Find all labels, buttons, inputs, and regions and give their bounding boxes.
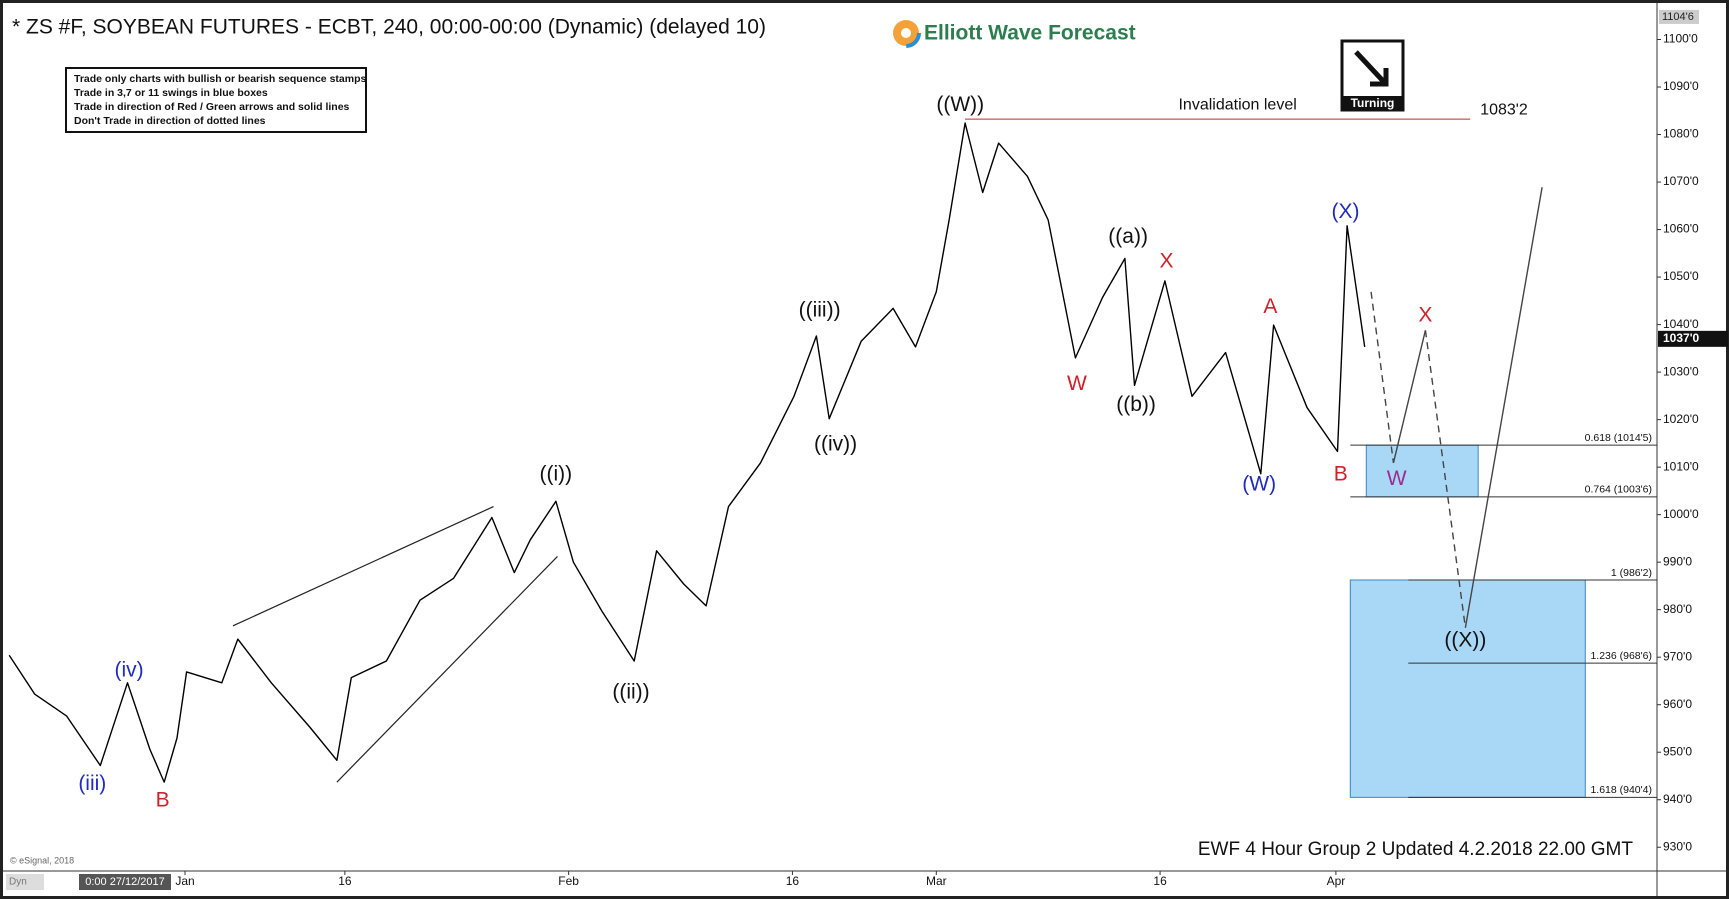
x-tick-label: Feb [558, 874, 579, 888]
y-tick-label: 1100'0 [1663, 32, 1698, 46]
wave-label: ((iii)) [799, 298, 841, 321]
wave-label: ((X)) [1444, 629, 1486, 652]
y-tick-label: 1010'0 [1663, 459, 1699, 473]
wave-label: (iv) [115, 659, 144, 682]
projection-segment [1424, 330, 1467, 628]
rule-text: Trade in direction of Red / Green arrows… [74, 101, 350, 113]
rule-text: Trade in 3,7 or 11 swings in blue boxes [74, 87, 268, 99]
wave-label: ((iv)) [814, 432, 857, 455]
wave-label: ((W)) [936, 93, 984, 116]
price-line [8, 122, 1366, 783]
y-tick-label: 1070'0 [1663, 174, 1699, 188]
badge-arrow [1354, 50, 1389, 87]
fib-label: 0.764 (1003'6) [1585, 484, 1652, 496]
mode-box [6, 874, 44, 890]
wave-label: (X) [1331, 200, 1359, 223]
rule-text: Trade only charts with bullish or bearis… [74, 73, 366, 85]
x-tick-label: 16 [1153, 874, 1167, 888]
y-tick-label: 1050'0 [1663, 269, 1699, 283]
wave-label: B [1334, 462, 1348, 485]
fib-label: 0.618 (1014'5) [1585, 432, 1652, 444]
wave-label: A [1263, 295, 1277, 318]
y-tick-label: 1090'0 [1663, 79, 1699, 93]
y-tick-label: 1060'0 [1663, 222, 1699, 236]
rules-border [65, 67, 367, 133]
logo: Elliott Wave Forecast [891, 18, 1136, 48]
wave-label: X [1159, 249, 1173, 272]
wave-label: X [1418, 304, 1432, 327]
rules-box: Trade only charts with bullish or bearis… [65, 67, 367, 133]
start-date: 0:00 27/12/2017 [85, 876, 165, 888]
wave-label: ((i)) [540, 462, 573, 485]
fib-label: 1.618 (940'4) [1590, 784, 1652, 796]
logo-text: Elliott Wave Forecast [924, 22, 1136, 45]
x-tick-label: 16 [338, 874, 352, 888]
invalidation-value: 1083'2 [1480, 101, 1528, 118]
y-tick-label: 1030'0 [1663, 364, 1699, 378]
wave-label: ((ii)) [612, 680, 649, 703]
axis-top-label: 1104'6 [1662, 11, 1694, 23]
wedge-line [336, 556, 558, 783]
wave-label: ((a)) [1108, 225, 1148, 248]
y-tick-label: 980'0 [1663, 602, 1692, 616]
badge-band [1342, 96, 1403, 110]
projection-segment [1370, 291, 1395, 463]
y-tick-label: 970'0 [1663, 649, 1692, 663]
fib-label: 1 (986'2) [1611, 567, 1652, 579]
y-tick-label: 1000'0 [1663, 507, 1699, 521]
y-tick-label: 940'0 [1663, 792, 1692, 806]
chart-title: * ZS #F, SOYBEAN FUTURES - ECBT, 240, 00… [12, 16, 766, 39]
y-tick-label: 990'0 [1663, 554, 1692, 568]
logo-icon-center [901, 28, 911, 38]
y-tick-label: 1040'0 [1663, 317, 1699, 331]
wave-label: (iii) [78, 772, 106, 795]
x-tick-label: Mar [926, 874, 947, 888]
wave-label: (W) [1242, 472, 1276, 495]
invalidation-label: Invalidation level [1178, 96, 1296, 113]
x-tick-label: 16 [786, 874, 800, 888]
last-price-label: 1037'0 [1663, 331, 1700, 345]
wave-label: W [1387, 467, 1407, 490]
y-tick-label: 1080'0 [1663, 127, 1699, 141]
start-date-box [79, 874, 171, 890]
wave-label: W [1067, 372, 1087, 395]
copyright: © eSignal, 2018 [10, 855, 74, 865]
wave-label: B [156, 789, 170, 812]
logo-icon-arc [891, 18, 921, 48]
x-tick-label: Jan [175, 874, 194, 888]
projection-segment [1464, 187, 1543, 628]
y-tick-label: 950'0 [1663, 744, 1692, 758]
y-tick-label: 930'0 [1663, 839, 1692, 853]
target-box [1365, 444, 1479, 498]
x-tick-label: Apr [1327, 874, 1346, 888]
fib-label: 1.236 (968'6) [1590, 650, 1652, 662]
turning-badge: Turning [1340, 39, 1405, 112]
axis-top-box [1659, 9, 1699, 24]
mode-text: Dyn [9, 877, 27, 888]
projection-segment [1392, 330, 1427, 464]
last-price-box [1658, 330, 1728, 347]
y-tick-label: 1020'0 [1663, 412, 1699, 426]
wave-label: ((b)) [1116, 393, 1156, 416]
y-tick-label: 960'0 [1663, 697, 1692, 711]
wedge-line [232, 506, 494, 627]
footer: EWF 4 Hour Group 2 Updated 4.2.2018 22.0… [1198, 839, 1634, 860]
rule-text: Don't Trade in direction of dotted lines [74, 115, 266, 127]
badge-text: Turning [1351, 96, 1395, 110]
